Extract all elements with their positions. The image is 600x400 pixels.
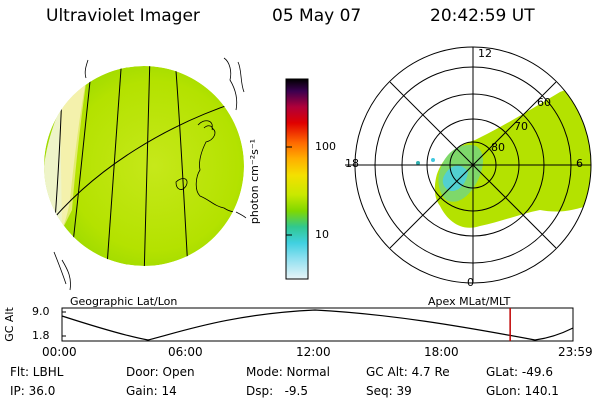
time-tick-1: 06:00 [168,345,203,359]
mlat-label-70: 70 [514,120,528,133]
altitude-plot [61,307,574,342]
altitude-ylabel: GC Alt [2,307,16,342]
status-seq: Seq: 39 [366,384,412,398]
status-gc-alt: GC Alt: 4.7 Re [366,365,450,379]
colorbar-tick-100: 100 [315,140,336,153]
mlt-label-0: 0 [467,276,474,289]
altitude-ymin: 1.8 [32,329,50,342]
observation-time: 20:42:59 UT [430,6,535,26]
status-door: Door: Open [126,365,195,379]
time-tick-4: 23:59 [558,345,593,359]
status-gain: Gain: 14 [126,384,177,398]
status-ip: IP: 36.0 [10,384,56,398]
geographic-disk [44,66,244,266]
mlt-label-6: 6 [576,157,583,170]
status-mode: Mode: Normal [246,365,330,379]
polar-panel-label: Apex MLat/MLT [428,295,511,308]
status-dsp: Dsp: -9.5 [246,384,309,398]
instrument-title: Ultraviolet Imager [46,6,200,26]
time-tick-0: 00:00 [42,345,77,359]
time-tick-3: 18:00 [424,345,459,359]
polar-plot [345,46,592,284]
time-tick-2: 12:00 [296,345,331,359]
status-glon: GLon: 140.1 [486,384,559,398]
colorbar-units: photon cm⁻²s⁻¹ [248,138,262,225]
mlt-label-18: 18 [345,157,359,170]
mlt-label-12: 12 [478,47,492,60]
colorbar-tick-10: 10 [315,228,329,241]
coastline-outline [53,57,247,291]
mlat-label-80: 80 [491,141,505,154]
mlat-label-60: 60 [537,96,551,109]
status-filter: Flt: LBHL [10,365,64,379]
status-glat: GLat: -49.6 [486,365,553,379]
intensity-colorbar [285,78,309,280]
observation-date: 05 May 07 [272,6,362,26]
altitude-ymax: 9.0 [32,305,50,318]
geographic-panel-label: Geographic Lat/Lon [70,295,178,308]
